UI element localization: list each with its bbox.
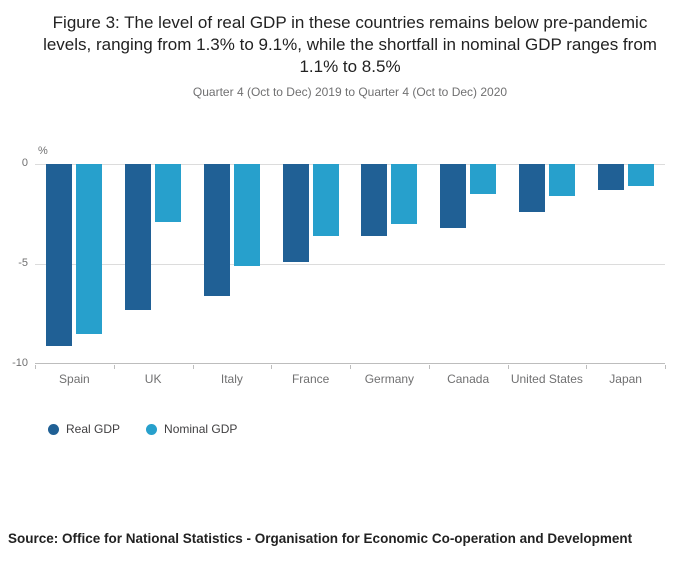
x-axis-category-labels: Spain UK Italy France Germany Canada United St… (35, 372, 665, 386)
bar-nominal-gdp-canada (470, 164, 497, 194)
bar-nominal-gdp-italy (233, 164, 260, 266)
x-axis-tick (193, 365, 194, 369)
x-label-france: France (291, 372, 330, 386)
x-label-japan: Japan (609, 372, 642, 386)
y-tick-label-0: 0 (21, 157, 28, 169)
y-axis-unit-label: % (38, 145, 48, 157)
x-axis-tick (586, 365, 587, 369)
x-label-italy: Italy (220, 372, 243, 386)
legend: Real GDP Nominal GDP (48, 422, 237, 436)
bar-real-gdp-canada (440, 164, 467, 228)
x-axis-tick (114, 365, 115, 369)
bar-nominal-gdp-france (312, 164, 339, 236)
bar-group-united-states (508, 164, 587, 363)
bar-real-gdp-spain (46, 164, 73, 346)
y-tick-label--10: -10 (12, 357, 28, 369)
x-label-germany: Germany (364, 372, 415, 386)
bar-nominal-gdp-japan (627, 164, 654, 186)
gridline-y--5 (35, 264, 665, 265)
legend-marker-nominal-gdp (146, 423, 158, 435)
bar-groups (35, 164, 665, 363)
bar-group-france (271, 164, 350, 363)
bar-group-germany (350, 164, 429, 363)
x-label-canada: Canada (447, 372, 490, 386)
bar-nominal-gdp-spain (76, 164, 103, 334)
gdp-bar-chart-figure: Figure 3: The level of real GDP in these… (0, 12, 700, 561)
x-label-spain: Spain (59, 372, 90, 386)
source-note: Source: Office for National Statistics -… (8, 531, 633, 546)
bar-group-uk (114, 164, 193, 363)
bar-real-gdp-uk (125, 164, 152, 310)
chart-title: Figure 3: The level of real GDP in these… (43, 13, 657, 76)
legend-label-nominal-gdp: Nominal GDP (164, 422, 238, 436)
chart-subtitle: Quarter 4 (Oct to Dec) 2019 to Quarter 4… (192, 85, 508, 100)
gridline-y-0 (35, 164, 665, 165)
legend-item-real-gdp: Real GDP (48, 422, 120, 436)
y-axis-tick-labels: 0 -5 -10 (0, 157, 28, 369)
x-label-united-states: United States (510, 372, 583, 386)
bar-real-gdp-italy (203, 164, 230, 296)
bar-nominal-gdp-united-states (548, 164, 575, 196)
x-axis-tick (350, 365, 351, 369)
legend-marker-real-gdp (48, 423, 59, 435)
bar-group-canada (429, 164, 508, 363)
bar-real-gdp-japan (597, 164, 624, 190)
legend-item-nominal-gdp: Nominal GDP (146, 422, 237, 436)
y-tick-label--5: -5 (18, 257, 28, 269)
bar-real-gdp-france (282, 164, 309, 262)
legend-label-real-gdp: Real GDP (66, 422, 121, 436)
x-axis-tick (665, 365, 666, 369)
bar-real-gdp-germany (361, 164, 388, 236)
x-axis-tick (271, 365, 272, 369)
bar-nominal-gdp-germany (391, 164, 418, 224)
x-axis-tick (35, 365, 36, 369)
bar-group-spain (35, 164, 114, 363)
x-axis-tick-marks (35, 365, 666, 370)
bar-real-gdp-united-states (518, 164, 545, 212)
bar-group-italy (193, 164, 272, 363)
x-axis-tick (508, 365, 509, 369)
x-label-uk: UK (144, 372, 162, 386)
bar-nominal-gdp-uk (155, 164, 182, 222)
x-axis-tick (429, 365, 430, 369)
bar-group-japan (586, 164, 665, 363)
plot-area (35, 164, 665, 364)
